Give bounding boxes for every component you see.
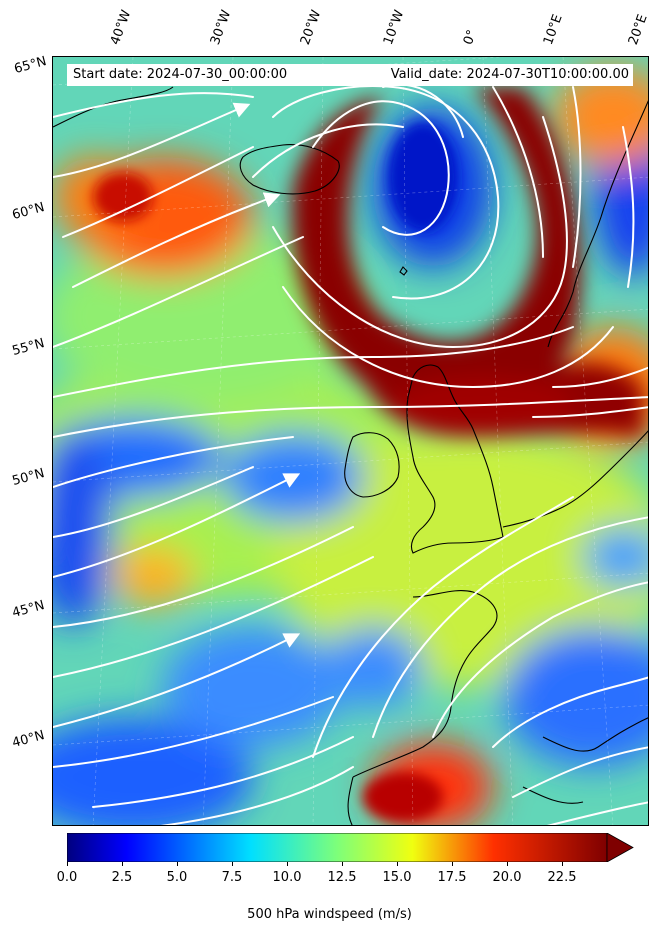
- colorbar: [67, 833, 634, 862]
- cb-tickmark-3: [232, 862, 233, 866]
- wind-map-canvas: [53, 57, 648, 825]
- colorbar-extend-arrow: [606, 833, 634, 862]
- lat-label-45n: 45°N: [10, 598, 47, 621]
- cb-tickmark-5: [342, 862, 343, 866]
- lat-label-55n: 55°N: [10, 336, 47, 359]
- cb-tickmark-7: [452, 862, 453, 866]
- lon-label-20w: 20°W: [297, 8, 325, 47]
- cb-tick-label: 10.0: [272, 870, 302, 885]
- lon-label-20e: 20°E: [625, 12, 651, 48]
- lon-label-10w: 10°W: [380, 8, 408, 47]
- cb-tickmark-2: [177, 862, 178, 866]
- graticule: [53, 57, 648, 825]
- info-bar: Start date: 2024-07-30_00:00:00 Valid_da…: [67, 64, 633, 86]
- cb-tick-label: 0.0: [56, 870, 78, 885]
- lat-label-50n: 50°N: [10, 466, 47, 489]
- cb-tickmark-6: [397, 862, 398, 866]
- colorbar-gradient: [67, 833, 608, 862]
- start-date-text: Start date: 2024-07-30_00:00:00: [73, 67, 288, 82]
- cb-tickmark-1: [122, 862, 123, 866]
- lat-label-40n: 40°N: [10, 728, 47, 751]
- colorbar-label: 500 hPa windspeed (m/s): [247, 907, 412, 922]
- cb-tick-label: 12.5: [327, 870, 357, 885]
- cb-tick-label: 2.5: [111, 870, 133, 885]
- cb-tick-label: 22.5: [547, 870, 577, 885]
- cb-tick-label: 15.0: [382, 870, 412, 885]
- lon-label-0: 0°: [460, 27, 481, 47]
- cb-tick-label: 20.0: [492, 870, 522, 885]
- cb-tick-label: 5.0: [166, 870, 188, 885]
- cb-tickmark-9: [562, 862, 563, 866]
- lat-label-65n: 65°N: [12, 54, 49, 77]
- cb-tickmark-0: [67, 862, 68, 866]
- wind-map: [52, 56, 649, 826]
- cb-tick-label: 7.5: [221, 870, 243, 885]
- cb-tickmark-8: [507, 862, 508, 866]
- lon-label-10e: 10°E: [540, 12, 566, 48]
- lon-label-30w: 30°W: [207, 8, 235, 47]
- cb-tickmark-4: [287, 862, 288, 866]
- cb-tick-label: 17.5: [437, 870, 467, 885]
- lat-label-60n: 60°N: [10, 200, 47, 223]
- valid-date-text: Valid_date: 2024-07-30T10:00:00.00: [390, 67, 629, 82]
- coastlines: [53, 86, 648, 825]
- lon-label-40w: 40°W: [107, 8, 135, 47]
- streamlines: [53, 83, 648, 825]
